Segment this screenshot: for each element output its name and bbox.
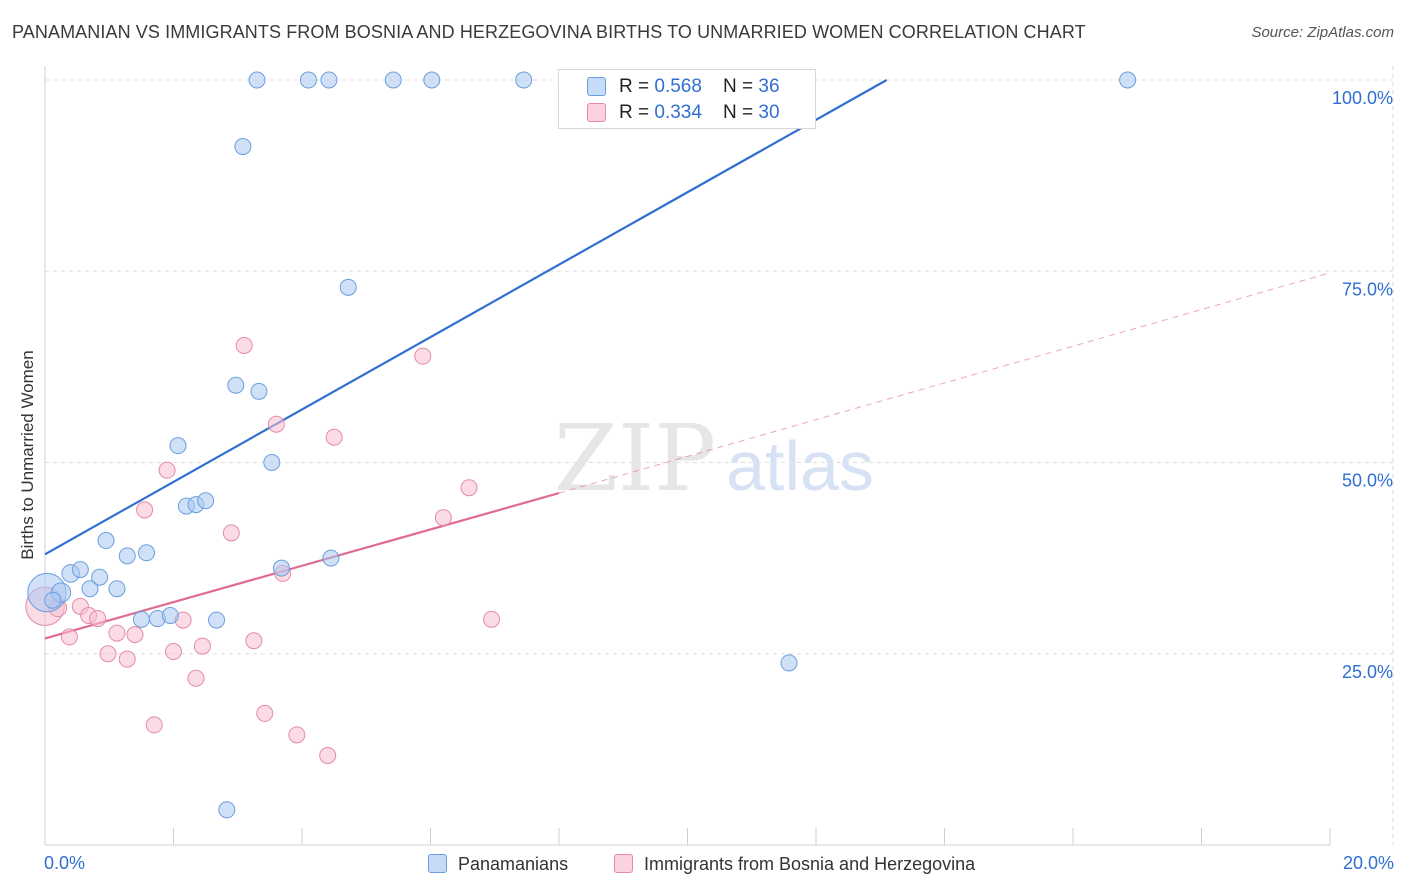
y-tick-label: 100.0% (1332, 88, 1393, 108)
legend-n-value: 30 (758, 102, 780, 123)
data-point-panamanian (97, 532, 115, 550)
data-point-bosnia (89, 610, 107, 628)
data-point-panamanian (161, 607, 179, 624)
y-tick-labels: 25.0% 50.0% 75.0% 100.0% (1332, 88, 1393, 682)
data-point-bosnia (108, 624, 126, 642)
data-point-bosnia (222, 524, 240, 542)
data-point-bosnia (136, 501, 154, 519)
data-point-panamanian (234, 138, 252, 156)
data-point-panamanian (227, 376, 245, 394)
data-point-panamanian (71, 561, 89, 579)
watermark-atlas: atlas (726, 427, 874, 505)
legend-n-label: N = (723, 102, 759, 123)
legend-series: Panamanians Immigrants from Bosnia and H… (0, 850, 1406, 878)
data-point-panamanian (218, 801, 236, 819)
trend-line-bosnia-extension (558, 272, 1331, 494)
data-point-panamanian (299, 71, 317, 89)
legend-r-value: 0.334 (654, 102, 702, 123)
data-point-panamanian (384, 71, 402, 89)
watermark-zip: ZIP (554, 405, 716, 512)
data-point-panamanian (169, 437, 187, 455)
data-point-bosnia (145, 716, 163, 734)
watermark: ZIP atlas (554, 405, 874, 512)
data-point-panamanian (263, 454, 281, 471)
data-point-panamanian (44, 591, 62, 609)
axes (44, 66, 1331, 846)
trend-line-panamanians (44, 79, 888, 556)
legend-n-value: 36 (758, 76, 780, 97)
trend-lines (44, 79, 1331, 640)
legend-r-label: R = (619, 76, 655, 97)
data-point-panamanian (515, 71, 533, 89)
data-point-panamanian (118, 547, 136, 565)
data-point-panamanian (108, 580, 126, 598)
legend-label: Panamanians (458, 854, 569, 874)
data-point-bosnia (158, 461, 176, 479)
x-tick-label-max: 20.0% (1342, 853, 1394, 873)
gridlines (45, 66, 1395, 845)
data-point-bosnia (434, 509, 452, 527)
data-point-bosnia (414, 347, 432, 365)
trend-line-bosnia (44, 492, 560, 640)
data-point-panamanian (339, 278, 357, 296)
y-tick-label: 75.0% (1342, 279, 1393, 299)
legend-swatch-blue (428, 854, 447, 873)
data-point-bosnia (245, 632, 263, 650)
data-point-bosnia (60, 628, 78, 646)
source-label: Source: ZipAtlas.com (1251, 24, 1394, 41)
data-point-panamanian (91, 568, 109, 586)
data-point-bosnia (267, 415, 285, 433)
data-point-bosnia (193, 637, 211, 655)
data-point-panamanian (780, 654, 798, 672)
data-point-bosnia (165, 642, 182, 660)
data-point-panamanian (322, 549, 340, 567)
data-point-panamanian (272, 559, 290, 577)
data-points (25, 71, 1137, 819)
data-point-bosnia (99, 645, 117, 663)
chart-title: PANAMANIAN VS IMMIGRANTS FROM BOSNIA AND… (12, 22, 1086, 42)
x-tick-label-min: 0.0% (44, 853, 86, 873)
data-point-bosnia (187, 669, 205, 687)
data-point-panamanian (132, 610, 150, 628)
data-point-panamanian (1119, 71, 1137, 89)
data-point-panamanian (81, 580, 99, 598)
legend-label: Immigrants from Bosnia and Herzegovina (644, 854, 976, 874)
data-point-panamanian (423, 71, 441, 89)
data-point-bosnia (483, 610, 501, 628)
data-point-bosnia (319, 746, 337, 764)
legend-swatch-pink (587, 103, 606, 122)
data-point-panamanian (320, 71, 338, 89)
legend-stats: R = 0.568 N = 36 R = 0.334 N = 30 (558, 69, 816, 129)
data-point-bosnia (118, 650, 136, 668)
data-point-bosnia (126, 626, 144, 644)
data-point-panamanian (250, 382, 268, 400)
data-point-bosnia (256, 704, 274, 722)
y-tick-label: 50.0% (1342, 471, 1393, 491)
data-point-bosnia (325, 428, 343, 446)
data-point-bosnia (288, 726, 306, 744)
data-point-bosnia (235, 336, 253, 354)
legend-swatch-pink (614, 854, 633, 873)
legend-n-label: N = (723, 76, 759, 97)
legend-r-value: 0.568 (654, 76, 702, 97)
legend-swatch-blue (587, 77, 606, 96)
data-point-panamanian (138, 544, 156, 562)
data-point-bosnia (460, 479, 478, 497)
data-point-panamanian (197, 492, 215, 510)
y-tick-label: 25.0% (1342, 662, 1393, 682)
legend-r-label: R = (619, 102, 655, 123)
data-point-panamanian (208, 611, 226, 629)
data-point-panamanian (248, 71, 266, 89)
